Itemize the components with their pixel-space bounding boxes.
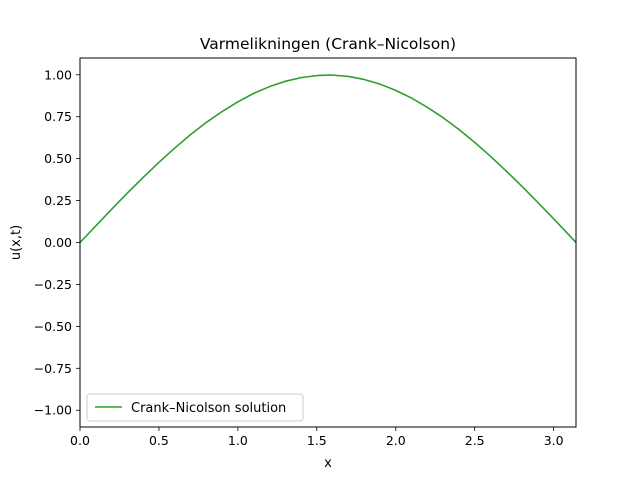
- x-tick-label: 0.5: [149, 433, 169, 448]
- y-tick-label: 1.00: [44, 67, 72, 82]
- y-tick-label: −1.00: [34, 403, 72, 418]
- x-tick-label: 0.0: [70, 433, 90, 448]
- x-axis-label: x: [324, 456, 332, 471]
- chart-title: Varmelikningen (Crank–Nicolson): [200, 35, 456, 53]
- legend: Crank–Nicolson solution: [86, 393, 304, 422]
- y-tick-label: 0.25: [44, 193, 72, 208]
- y-tick-label: 0.75: [44, 109, 72, 124]
- y-tick-label: −0.50: [34, 319, 72, 334]
- legend-box: [86, 393, 304, 422]
- y-axis: −1.00 −0.75 −0.50 −0.25 0.00 0.25 0.50 0.75 1.00: [34, 67, 80, 418]
- legend-label: Crank–Nicolson solution: [131, 401, 286, 416]
- x-tick-label: 3.0: [544, 433, 564, 448]
- y-tick-label: −0.75: [34, 361, 72, 376]
- y-axis-label: u(x,t): [9, 225, 24, 260]
- y-tick-label: −0.25: [34, 277, 72, 292]
- x-tick-label: 2.5: [465, 433, 485, 448]
- plot-area: [79, 74, 577, 244]
- series-line-0: [79, 74, 577, 244]
- y-tick-label: 0.00: [44, 235, 72, 250]
- x-tick-label: 1.5: [307, 433, 327, 448]
- x-tick-label: 2.0: [386, 433, 406, 448]
- y-tick-label: 0.50: [44, 151, 72, 166]
- x-axis: 0.0 0.5 1.0 1.5 2.0 2.5 3.0: [70, 427, 564, 448]
- x-tick-label: 1.0: [228, 433, 248, 448]
